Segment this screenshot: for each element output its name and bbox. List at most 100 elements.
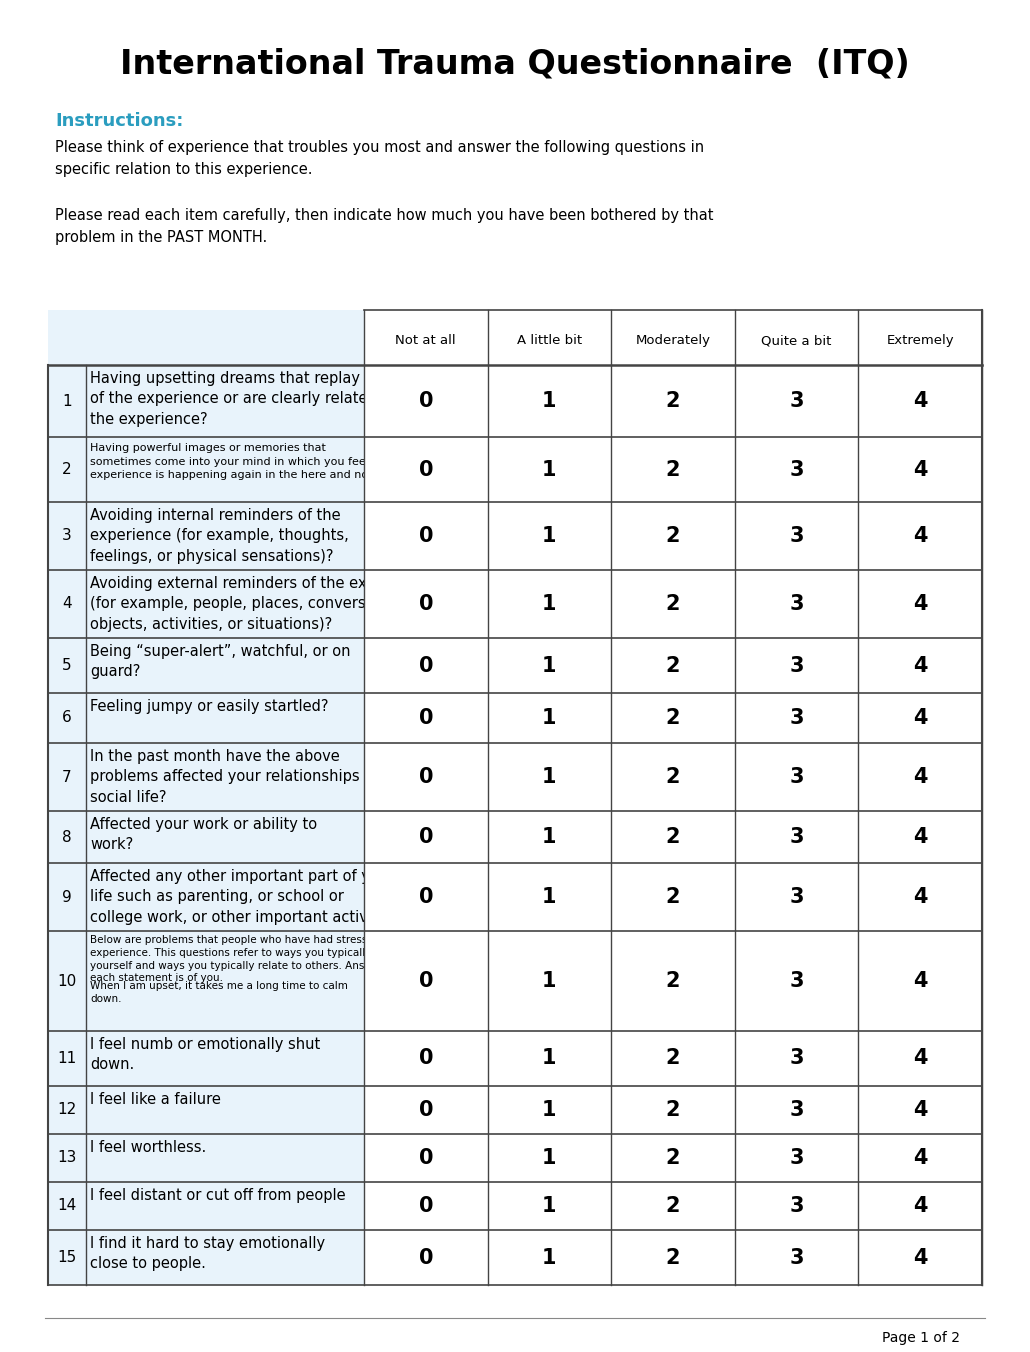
Text: Affected your work or ability to
work?: Affected your work or ability to work?: [90, 817, 317, 852]
Text: 4: 4: [913, 526, 927, 546]
Text: When I am upset, it takes me a long time to calm
down.: When I am upset, it takes me a long time…: [90, 982, 348, 1003]
Text: 12: 12: [58, 1102, 76, 1118]
Text: 2: 2: [665, 594, 680, 614]
Text: 3: 3: [789, 827, 803, 846]
Text: 1: 1: [542, 656, 556, 676]
Text: 4: 4: [62, 596, 72, 611]
Text: Extremely: Extremely: [887, 334, 954, 347]
Bar: [364, 1230, 982, 1284]
Bar: [364, 365, 982, 437]
Text: 9: 9: [62, 890, 72, 904]
Text: 0: 0: [418, 1101, 433, 1119]
Text: 2: 2: [665, 971, 680, 991]
Text: 3: 3: [62, 529, 72, 544]
Text: 4: 4: [913, 1049, 927, 1068]
Text: Page 1 of 2: Page 1 of 2: [882, 1330, 960, 1345]
Bar: [364, 638, 982, 694]
Text: 3: 3: [789, 594, 803, 614]
Text: 2: 2: [665, 767, 680, 787]
Text: Affected any other important part of your
life such as parenting, or school or
c: Affected any other important part of you…: [90, 869, 406, 925]
Text: 4: 4: [913, 1197, 927, 1215]
Text: 2: 2: [665, 1197, 680, 1215]
Text: 1: 1: [62, 393, 72, 408]
Text: 1: 1: [542, 1197, 556, 1215]
Bar: [364, 437, 982, 502]
Bar: [364, 932, 982, 1032]
Text: 13: 13: [58, 1151, 76, 1165]
Text: 0: 0: [418, 1148, 433, 1168]
Bar: [48, 310, 982, 1284]
Text: 0: 0: [418, 391, 433, 411]
Text: 4: 4: [913, 827, 927, 846]
Text: 0: 0: [418, 656, 433, 676]
Text: 0: 0: [418, 708, 433, 727]
Text: Instructions:: Instructions:: [55, 112, 183, 130]
Text: 15: 15: [58, 1251, 76, 1265]
Text: 1: 1: [542, 1248, 556, 1268]
Text: International Trauma Questionnaire  (ITQ): International Trauma Questionnaire (ITQ): [121, 49, 909, 81]
Text: 7: 7: [62, 769, 72, 784]
Text: 0: 0: [418, 1197, 433, 1215]
Text: 3: 3: [789, 1248, 803, 1268]
Text: 3: 3: [789, 887, 803, 907]
Text: Having powerful images or memories that
sometimes come into your mind in which y: Having powerful images or memories that …: [90, 443, 390, 480]
Text: 4: 4: [913, 887, 927, 907]
Text: Being “super-alert”, watchful, or on
guard?: Being “super-alert”, watchful, or on gua…: [90, 644, 350, 680]
Text: 1: 1: [542, 526, 556, 546]
Text: I feel distant or cut off from people: I feel distant or cut off from people: [90, 1188, 346, 1203]
Bar: [364, 1134, 982, 1182]
Text: 0: 0: [418, 460, 433, 480]
Text: 3: 3: [789, 1197, 803, 1215]
Text: 0: 0: [418, 526, 433, 546]
Text: 4: 4: [913, 594, 927, 614]
Text: 4: 4: [913, 767, 927, 787]
Text: 3: 3: [789, 1148, 803, 1168]
Text: 4: 4: [913, 971, 927, 991]
Text: 4: 4: [913, 1101, 927, 1119]
Text: 3: 3: [789, 656, 803, 676]
Text: 10: 10: [58, 973, 76, 988]
Text: Please think of experience that troubles you most and answer the following quest: Please think of experience that troubles…: [55, 141, 705, 177]
Text: 1: 1: [542, 887, 556, 907]
Bar: [364, 694, 982, 744]
Text: 5: 5: [62, 658, 72, 673]
Text: 1: 1: [542, 767, 556, 787]
Text: 0: 0: [418, 1049, 433, 1068]
Text: 11: 11: [58, 1051, 76, 1065]
Text: 3: 3: [789, 526, 803, 546]
Text: 3: 3: [789, 767, 803, 787]
Text: 2: 2: [665, 1101, 680, 1119]
Text: 4: 4: [913, 1148, 927, 1168]
Text: 2: 2: [665, 708, 680, 727]
Text: 2: 2: [62, 462, 72, 477]
Text: 4: 4: [913, 1248, 927, 1268]
Text: 2: 2: [665, 460, 680, 480]
Text: 4: 4: [913, 391, 927, 411]
Text: 0: 0: [418, 971, 433, 991]
Text: 6: 6: [62, 711, 72, 726]
Text: Moderately: Moderately: [636, 334, 711, 347]
Text: 0: 0: [418, 827, 433, 846]
Text: Avoiding external reminders of the experience
(for example, people, places, conv: Avoiding external reminders of the exper…: [90, 576, 431, 631]
Text: A little bit: A little bit: [517, 334, 582, 347]
Text: I find it hard to stay emotionally
close to people.: I find it hard to stay emotionally close…: [90, 1236, 325, 1271]
Text: 0: 0: [418, 767, 433, 787]
Text: 4: 4: [913, 708, 927, 727]
Bar: [364, 863, 982, 932]
Text: 3: 3: [789, 708, 803, 727]
Text: Not at all: Not at all: [396, 334, 456, 347]
Text: Please read each item carefully, then indicate how much you have been bothered b: Please read each item carefully, then in…: [55, 208, 714, 245]
Text: 0: 0: [418, 594, 433, 614]
Text: Having upsetting dreams that replay part
of the experience or are clearly relate: Having upsetting dreams that replay part…: [90, 370, 396, 427]
Text: 2: 2: [665, 887, 680, 907]
Text: 1: 1: [542, 594, 556, 614]
Bar: [364, 1032, 982, 1086]
Text: In the past month have the above
problems affected your relationships or
social : In the past month have the above problem…: [90, 749, 379, 804]
Text: 1: 1: [542, 827, 556, 846]
Text: 2: 2: [665, 656, 680, 676]
Text: 3: 3: [789, 391, 803, 411]
Text: 1: 1: [542, 1101, 556, 1119]
Text: 0: 0: [418, 1248, 433, 1268]
Text: Avoiding internal reminders of the
experience (for example, thoughts,
feelings, : Avoiding internal reminders of the exper…: [90, 508, 349, 564]
Bar: [364, 1086, 982, 1134]
